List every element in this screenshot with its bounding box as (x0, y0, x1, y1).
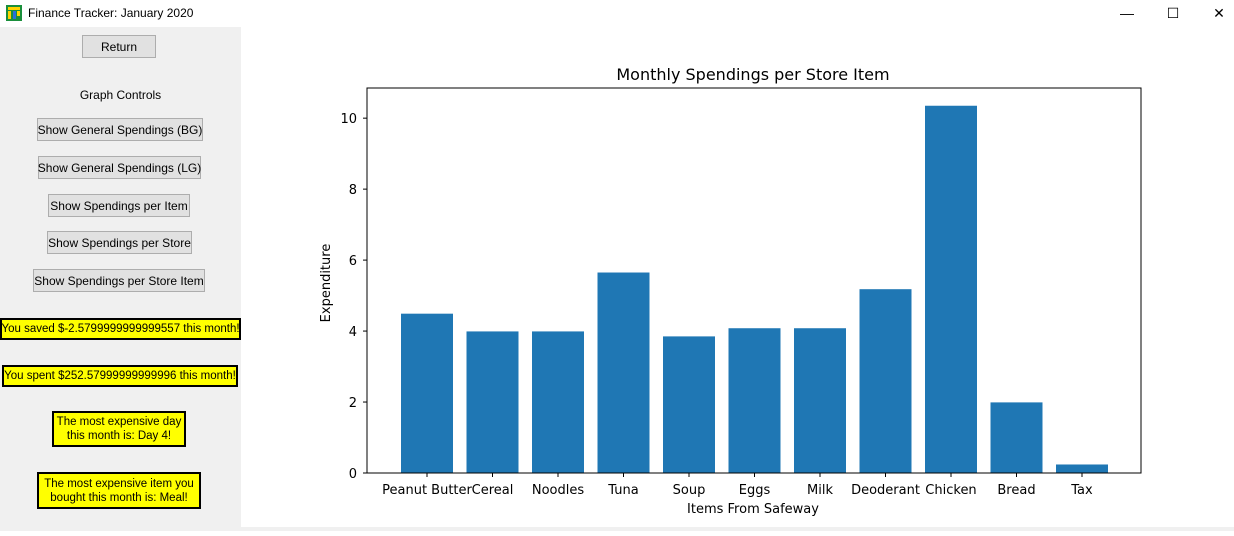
y-tick-label: 8 (349, 183, 357, 198)
most-expensive-day-line2: this month is: Day 4! (66, 430, 172, 442)
show-spendings-per-store-button[interactable]: Show Spendings per Store (47, 231, 192, 254)
bar-bread (990, 402, 1043, 473)
x-tick-label: Bread (997, 483, 1035, 498)
y-tick-label: 4 (349, 325, 357, 340)
x-tick-label: Tuna (607, 483, 638, 498)
maximize-button[interactable]: ☐ (1166, 4, 1180, 21)
bar-cereal (466, 331, 519, 473)
return-button[interactable]: Return (82, 35, 156, 58)
chart-title: Monthly Spendings per Store Item (616, 65, 889, 84)
minimize-button[interactable]: — (1120, 5, 1134, 21)
x-tick-label: Deoderant (851, 483, 920, 498)
y-tick-label: 0 (349, 467, 357, 482)
x-tick-label: Chicken (925, 483, 976, 498)
most-expensive-item-info: The most expensive item you bought this … (37, 472, 201, 509)
most-expensive-item-line1: The most expensive item you (44, 477, 194, 490)
bar-deoderant (859, 289, 912, 473)
x-tick-label: Noodles (532, 483, 584, 498)
show-spendings-per-item-button[interactable]: Show Spendings per Item (48, 194, 190, 217)
bar-tax (1056, 464, 1108, 473)
most-expensive-day-line1: The most expensive day (56, 416, 182, 428)
plot-layer: 0 2 4 6 8 10 Peanut Butter Cereal Noodles Tuna Sou… (340, 105, 1108, 498)
bar-eggs (728, 328, 781, 473)
app-logo-icon (6, 5, 22, 21)
y-tick-label: 6 (349, 254, 357, 269)
bottom-strip (241, 527, 1234, 531)
savings-summary: You saved $-2.5799999999999557 this mont… (0, 318, 241, 340)
y-tick-label: 10 (340, 112, 357, 127)
show-spendings-per-store-item-button[interactable]: Show Spendings per Store Item (33, 269, 205, 292)
bar-noodles (532, 331, 584, 473)
x-tick-label: Peanut Butter (382, 483, 472, 498)
x-tick-label: Cereal (472, 483, 514, 498)
show-general-spendings-lg-button[interactable]: Show General Spendings (LG) (38, 156, 201, 179)
sidebar: Return Graph Controls Show General Spend… (0, 27, 241, 531)
spent-summary: You spent $252.57999999999996 this month… (2, 365, 238, 387)
x-axis-label: Items From Safeway (687, 502, 819, 517)
plot-frame (366, 87, 1142, 474)
bar-chicken (925, 105, 977, 473)
bar-chart: Monthly Spendings per Store Item Items F… (319, 65, 1142, 517)
bar-tuna (597, 272, 650, 473)
y-tick-label: 2 (349, 396, 357, 411)
x-tick-label: Tax (1070, 483, 1093, 498)
show-general-spendings-bg-button[interactable]: Show General Spendings (BG) (37, 118, 203, 141)
window-titlebar: Finance Tracker: January 2020 — ☐ ✕ (0, 0, 1234, 27)
bar-milk (794, 328, 846, 473)
close-button[interactable]: ✕ (1213, 4, 1225, 21)
chart-area: Monthly Spendings per Store Item Items F… (241, 27, 1234, 531)
x-tick-label: Eggs (739, 483, 771, 498)
graph-controls-label: Graph Controls (79, 88, 162, 102)
window-title: Finance Tracker: January 2020 (28, 6, 194, 20)
x-tick-label: Soup (673, 483, 706, 498)
bar-soup (663, 336, 715, 473)
most-expensive-day-info: The most expensive day this month is: Da… (52, 411, 186, 447)
x-tick-label: Milk (807, 483, 833, 498)
bar-peanut-butter (401, 313, 453, 473)
y-axis-label: Expenditure (319, 244, 334, 323)
most-expensive-item-line2: bought this month is: Meal! (50, 491, 188, 504)
